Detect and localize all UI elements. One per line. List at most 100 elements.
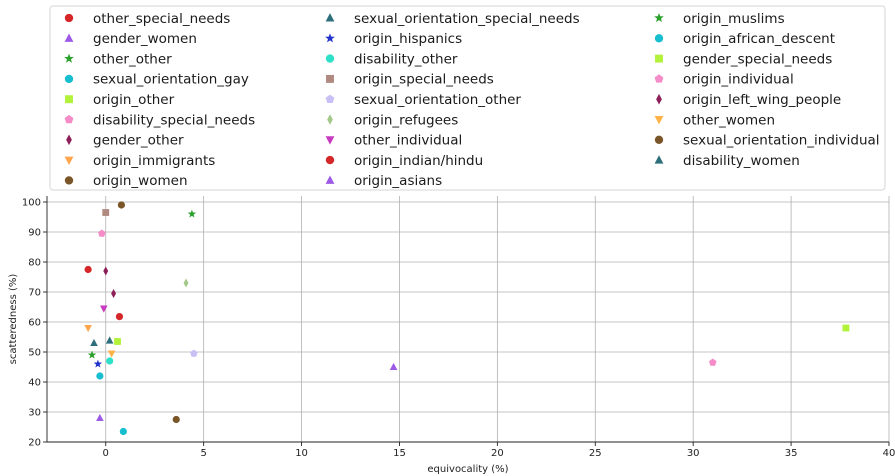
legend-label: origin_asians — [354, 173, 442, 189]
legend-label: sexual_orientation_other — [354, 92, 521, 108]
legend-marker — [325, 13, 335, 22]
y-tick-label: 70 — [28, 288, 41, 299]
legend-label: other_special_needs — [93, 11, 230, 27]
data-point — [93, 359, 103, 368]
y-tick-label: 100 — [22, 198, 41, 209]
legend-marker — [64, 156, 74, 165]
legend-marker — [654, 155, 664, 164]
data-point — [84, 265, 92, 274]
data-point — [708, 358, 717, 366]
y-tick-label: 20 — [28, 438, 41, 449]
legend-label: other_women — [683, 112, 775, 128]
legend-marker — [64, 114, 74, 124]
legend-label: origin_hispanics — [354, 31, 462, 47]
x-tick-label: 35 — [785, 448, 798, 459]
legend-label: disability_women — [683, 153, 800, 169]
legend-label: origin_women — [93, 173, 188, 189]
data-point — [172, 415, 180, 424]
legend-marker — [654, 74, 664, 83]
legend-label: origin_african_descent — [683, 31, 835, 47]
legend-label: sexual_orientation_individual — [683, 133, 880, 149]
data-point — [842, 324, 850, 332]
x-tick-label: 5 — [200, 448, 206, 459]
data-point — [99, 305, 108, 313]
data-point — [98, 229, 106, 237]
legend-marker — [325, 136, 335, 145]
legend-marker — [654, 12, 664, 23]
data-point — [119, 427, 127, 436]
data-point — [114, 338, 121, 345]
legend-marker — [325, 54, 335, 63]
legend-label: origin_individual — [683, 72, 794, 88]
legend-label: gender_special_needs — [683, 51, 832, 67]
y-tick-label: 80 — [28, 258, 41, 269]
data-point — [111, 288, 117, 299]
legend-label: origin_refugees — [354, 112, 458, 128]
data-point — [117, 201, 126, 209]
x-tick-label: 40 — [883, 448, 895, 459]
y-tick-label: 50 — [28, 348, 41, 359]
y-axis-label: scatteredness (%) — [8, 274, 19, 365]
data-point — [106, 357, 114, 365]
legend-marker — [655, 54, 663, 63]
legend-marker — [326, 74, 334, 83]
y-tick-label: 30 — [28, 408, 41, 419]
x-tick-label: 0 — [103, 448, 109, 459]
legend-marker — [66, 134, 72, 146]
legend-marker — [64, 13, 74, 23]
legend-label: disability_special_needs — [93, 112, 255, 128]
data-point — [96, 413, 104, 422]
legend-label: sexual_orientation_gay — [93, 72, 249, 88]
legend-label: disability_other — [354, 51, 458, 67]
legend-marker — [64, 176, 74, 185]
data-point — [103, 266, 109, 276]
data-point — [187, 209, 197, 218]
legend-label: gender_other — [93, 133, 184, 149]
data-point — [115, 312, 124, 321]
legend-label: gender_women — [93, 31, 197, 47]
data-point — [183, 278, 189, 288]
x-tick-label: 15 — [393, 448, 406, 459]
x-tick-label: 25 — [589, 448, 602, 459]
x-tick-label: 20 — [491, 448, 504, 459]
legend-frame — [49, 5, 886, 191]
x-tick-label: 30 — [687, 448, 700, 459]
y-tick-label: 40 — [28, 378, 41, 389]
legend-label: origin_immigrants — [93, 153, 215, 169]
data-point — [102, 209, 110, 216]
legend-marker — [64, 74, 74, 84]
legend-marker — [656, 93, 662, 105]
legend-label: other_individual — [354, 133, 462, 149]
legend-marker — [654, 115, 664, 125]
y-tick-label: 90 — [28, 228, 41, 239]
data-point — [105, 336, 114, 344]
axes: 0 5 10 15 20 25 30 35 40 20 30 40 50 60 70 80 90 100 — [22, 196, 895, 459]
data-points — [84, 201, 850, 436]
legend-marker — [65, 95, 73, 104]
y-tick-label: 60 — [28, 318, 41, 329]
legend-label: sexual_orientation_special_needs — [354, 11, 580, 27]
data-point — [190, 349, 198, 357]
x-axis-label: equivocality (%) — [427, 464, 508, 475]
legend-marker — [325, 33, 335, 43]
data-point — [87, 350, 97, 359]
legend-marker — [325, 94, 335, 103]
legend-label: other_other — [93, 51, 172, 67]
legend-marker — [64, 33, 74, 42]
legend-marker — [325, 155, 335, 165]
legend-marker — [325, 175, 335, 184]
grid — [47, 196, 890, 443]
data-point — [389, 362, 398, 371]
data-point — [90, 338, 98, 347]
legend-marker — [64, 53, 74, 63]
legend-label: origin_left_wing_people — [683, 92, 841, 108]
legend-marker — [654, 135, 664, 144]
x-tick-label: 10 — [295, 448, 308, 459]
legend-label: origin_muslims — [683, 11, 785, 27]
legend-marker — [327, 114, 333, 125]
data-point — [107, 350, 116, 358]
legend-label: origin_other — [93, 92, 175, 108]
legend-marker — [654, 34, 664, 43]
data-point — [84, 324, 92, 333]
